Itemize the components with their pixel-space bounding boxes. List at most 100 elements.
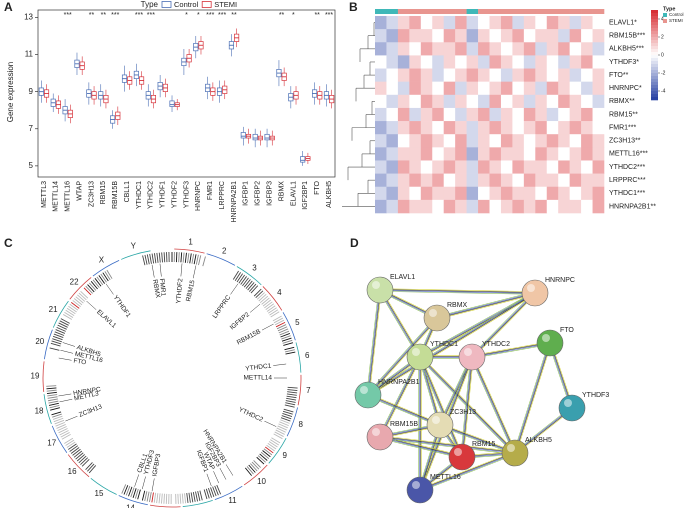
group-bar <box>512 9 525 14</box>
group-bar <box>592 9 605 14</box>
heat-cell <box>592 173 605 188</box>
chromosome-arc <box>295 342 302 373</box>
network-edge <box>379 438 515 455</box>
ideogram-band <box>156 493 159 504</box>
ideogram-band <box>207 487 212 498</box>
heat-cell <box>546 55 559 69</box>
ideogram-band <box>189 253 192 264</box>
ideogram-band <box>261 297 270 305</box>
ideogram-band <box>260 451 270 459</box>
ideogram-band <box>70 447 80 454</box>
heat-cell <box>420 186 433 201</box>
ideogram-band <box>135 257 139 268</box>
legend-swatch <box>161 1 172 8</box>
ideogram-band <box>132 488 137 498</box>
heat-cell <box>466 68 479 82</box>
node-highlight <box>372 428 380 436</box>
heat-cell <box>397 107 410 122</box>
ideogram-band <box>259 295 269 304</box>
ideogram-band <box>286 361 297 364</box>
legend-swatch <box>663 19 667 23</box>
heat-cell <box>397 29 410 43</box>
gene-connector <box>105 283 114 295</box>
ideogram-band <box>179 493 182 504</box>
heat-cell <box>478 94 490 109</box>
node-label: RBMX <box>447 302 468 309</box>
heat-cell <box>489 29 502 43</box>
heat-cell <box>432 68 444 82</box>
heat-cell <box>386 134 399 148</box>
heat-cell <box>512 81 525 96</box>
chromosome-label: 15 <box>95 489 104 498</box>
ideogram-band <box>284 349 295 353</box>
heat-cell <box>409 81 422 96</box>
heat-cell <box>500 160 513 174</box>
network-edge <box>440 424 516 453</box>
node-label: RBM15B <box>390 421 418 428</box>
gene-connector <box>151 264 155 278</box>
heat-cell <box>386 186 399 201</box>
ideogram-band <box>280 419 290 424</box>
chromosome-label: X <box>99 256 105 265</box>
heat-cell <box>535 55 548 69</box>
ideogram-band <box>78 455 87 464</box>
heat-cell <box>500 121 513 135</box>
ideogram-band <box>287 391 298 394</box>
network-edge <box>439 425 515 455</box>
chromosome-arc <box>43 394 52 424</box>
heat-cell <box>432 121 444 135</box>
ideogram-band <box>190 492 194 503</box>
chromosome-label: 14 <box>126 504 135 508</box>
ideogram-band <box>46 391 57 395</box>
ideogram-band <box>197 491 201 501</box>
heat-cell <box>558 29 570 43</box>
ideogram-band <box>280 333 291 338</box>
heat-cell <box>455 16 467 30</box>
network-edge <box>461 356 472 457</box>
ideogram-band <box>58 428 68 434</box>
significance: ** <box>279 12 285 19</box>
chromosome-arc <box>90 477 117 495</box>
heat-cell <box>409 42 422 56</box>
significance: *** <box>64 12 72 19</box>
ideogram-band <box>146 491 150 502</box>
network-edge <box>436 291 535 317</box>
y-tick-label: 9 <box>29 87 34 96</box>
heat-cell <box>443 29 456 43</box>
chromosome-arc <box>214 485 243 501</box>
network-edge <box>368 318 438 396</box>
ideogram-band <box>163 493 165 504</box>
gene-label: ZC3H13 <box>78 403 103 419</box>
ideogram-band <box>56 424 66 429</box>
ideogram-band <box>242 277 249 287</box>
ideogram-band <box>161 252 163 263</box>
heat-cell <box>375 16 387 30</box>
heat-cell <box>455 186 467 201</box>
ideogram-band <box>128 259 133 270</box>
ideogram-band <box>121 262 127 272</box>
ideogram-band <box>100 473 107 483</box>
colorbar-step <box>651 91 658 95</box>
heat-cell <box>409 186 422 201</box>
heat-cell <box>512 121 525 135</box>
significance: *** <box>135 12 143 19</box>
network-edge <box>366 316 437 395</box>
ideogram-band <box>287 386 298 389</box>
ideogram-band <box>268 441 278 448</box>
gene-label: FTO <box>73 357 87 366</box>
chromosome-label: 6 <box>305 351 310 360</box>
node-highlight <box>412 481 420 489</box>
ideogram-band <box>121 484 127 494</box>
ideogram-band <box>119 263 125 273</box>
heat-cell <box>397 16 410 30</box>
heat-cell <box>581 121 593 135</box>
ideogram-band <box>279 330 290 336</box>
x-tick-label: ZC3H13 <box>88 181 95 207</box>
heat-cell <box>478 16 490 30</box>
ideogram-band <box>279 421 289 427</box>
network-edge <box>368 290 381 396</box>
ideogram-band <box>142 255 146 266</box>
gene-label: YTHDC2 <box>237 406 264 423</box>
heat-cell <box>512 147 525 161</box>
network-node <box>406 343 434 371</box>
